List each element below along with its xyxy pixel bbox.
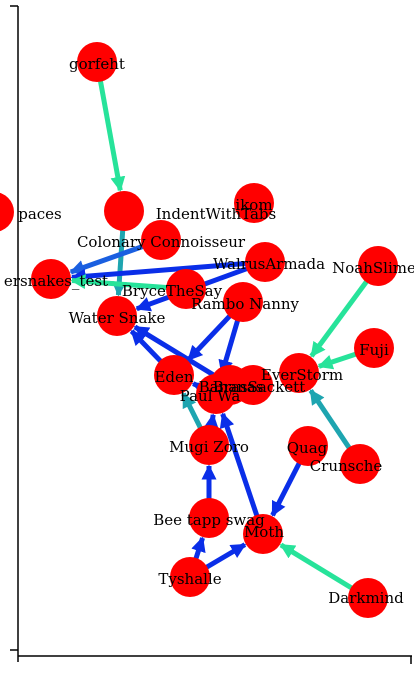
node-bee[interactable] [189,498,229,538]
node-moth[interactable] [243,514,283,554]
node-label-snakes: ersnakes_test [4,272,108,290]
node-label-gorfeht: gorfeht [69,55,125,73]
edges-layer [69,79,370,591]
node-label-paces: paces [18,205,62,223]
node-label-fuji: Fuji [359,341,389,359]
axes [10,5,412,664]
node-label-ikom: ikom [235,196,272,214]
node-paces[interactable] [0,192,14,232]
node-label-tyshalle: Tyshalle [158,570,221,588]
node-label-indent: IndentWithTabs [156,205,276,223]
edge-quag-moth [270,460,303,517]
edge-bananas-water [133,324,216,378]
node-ever[interactable] [279,353,319,393]
nodes-layer [0,42,398,618]
node-rambo[interactable] [223,282,263,322]
node-label-bryce: BryceTheSay [122,282,223,300]
node-paul[interactable] [196,374,236,414]
node-indent[interactable] [104,191,144,231]
edge-noah-ever [309,278,370,358]
node-label-walrus: WalrusArmada [213,255,325,273]
node-snakes[interactable] [31,259,71,299]
node-bryce[interactable] [166,269,206,309]
node-tyshalle[interactable] [170,557,210,597]
edge-fuji-ever [317,351,358,370]
edge-gorfeht-indent [97,79,126,192]
edge-moth-paul [219,412,260,518]
node-label-bananas: Bananas [199,378,264,396]
node-noah[interactable] [358,246,398,286]
node-label-bee: Bee tapp swag [153,511,265,529]
node-fuji[interactable] [354,328,394,368]
edge-tyshalle-bee [191,536,206,561]
edge-tyshalle-moth [204,542,247,571]
edge-rambo-paul [218,318,241,376]
node-label-crunsche: Crunsche [310,457,383,475]
node-quag[interactable] [288,426,328,466]
node-label-eden: Eden [154,368,193,386]
node-label-sackett: BrasSackett [213,378,305,396]
node-sackett[interactable] [233,365,273,405]
node-label-rambo: Rambo Nanny [191,295,300,313]
edge-rambo-eden [186,313,233,362]
node-label-mugi: Mugi Zoro [169,438,249,456]
node-gorfeht[interactable] [77,42,117,82]
edge-mugi-eden [181,392,204,431]
node-eden[interactable] [154,355,194,395]
node-label-noah: NoahSlime [332,259,414,277]
node-label-moth: Moth [244,523,284,541]
edge-bryce-snakes [70,274,169,291]
edge-darkmind-moth [279,542,354,591]
node-colonary[interactable] [141,220,181,260]
node-label-paul: Paul Wa [180,387,241,405]
edge-colonary-snakes [69,243,145,275]
node-mugi[interactable] [189,425,229,465]
node-label-water: Water Snake [69,309,166,327]
node-walrus[interactable] [245,242,285,282]
node-label-quag: Quag [287,439,328,457]
node-label-ever: EverStorm [261,366,343,384]
node-darkmind[interactable] [348,578,388,618]
node-water[interactable] [97,296,137,336]
node-ikom[interactable] [234,183,274,223]
edge-walrus-snakes [70,260,248,284]
node-label-darkmind: Darkmind [328,589,404,607]
edge-mugi-paul [203,413,219,430]
node-crunsche[interactable] [340,444,380,484]
node-label-colonary: Colonary Connoisseur [77,233,246,251]
edge-crunsche-ever [308,389,353,451]
